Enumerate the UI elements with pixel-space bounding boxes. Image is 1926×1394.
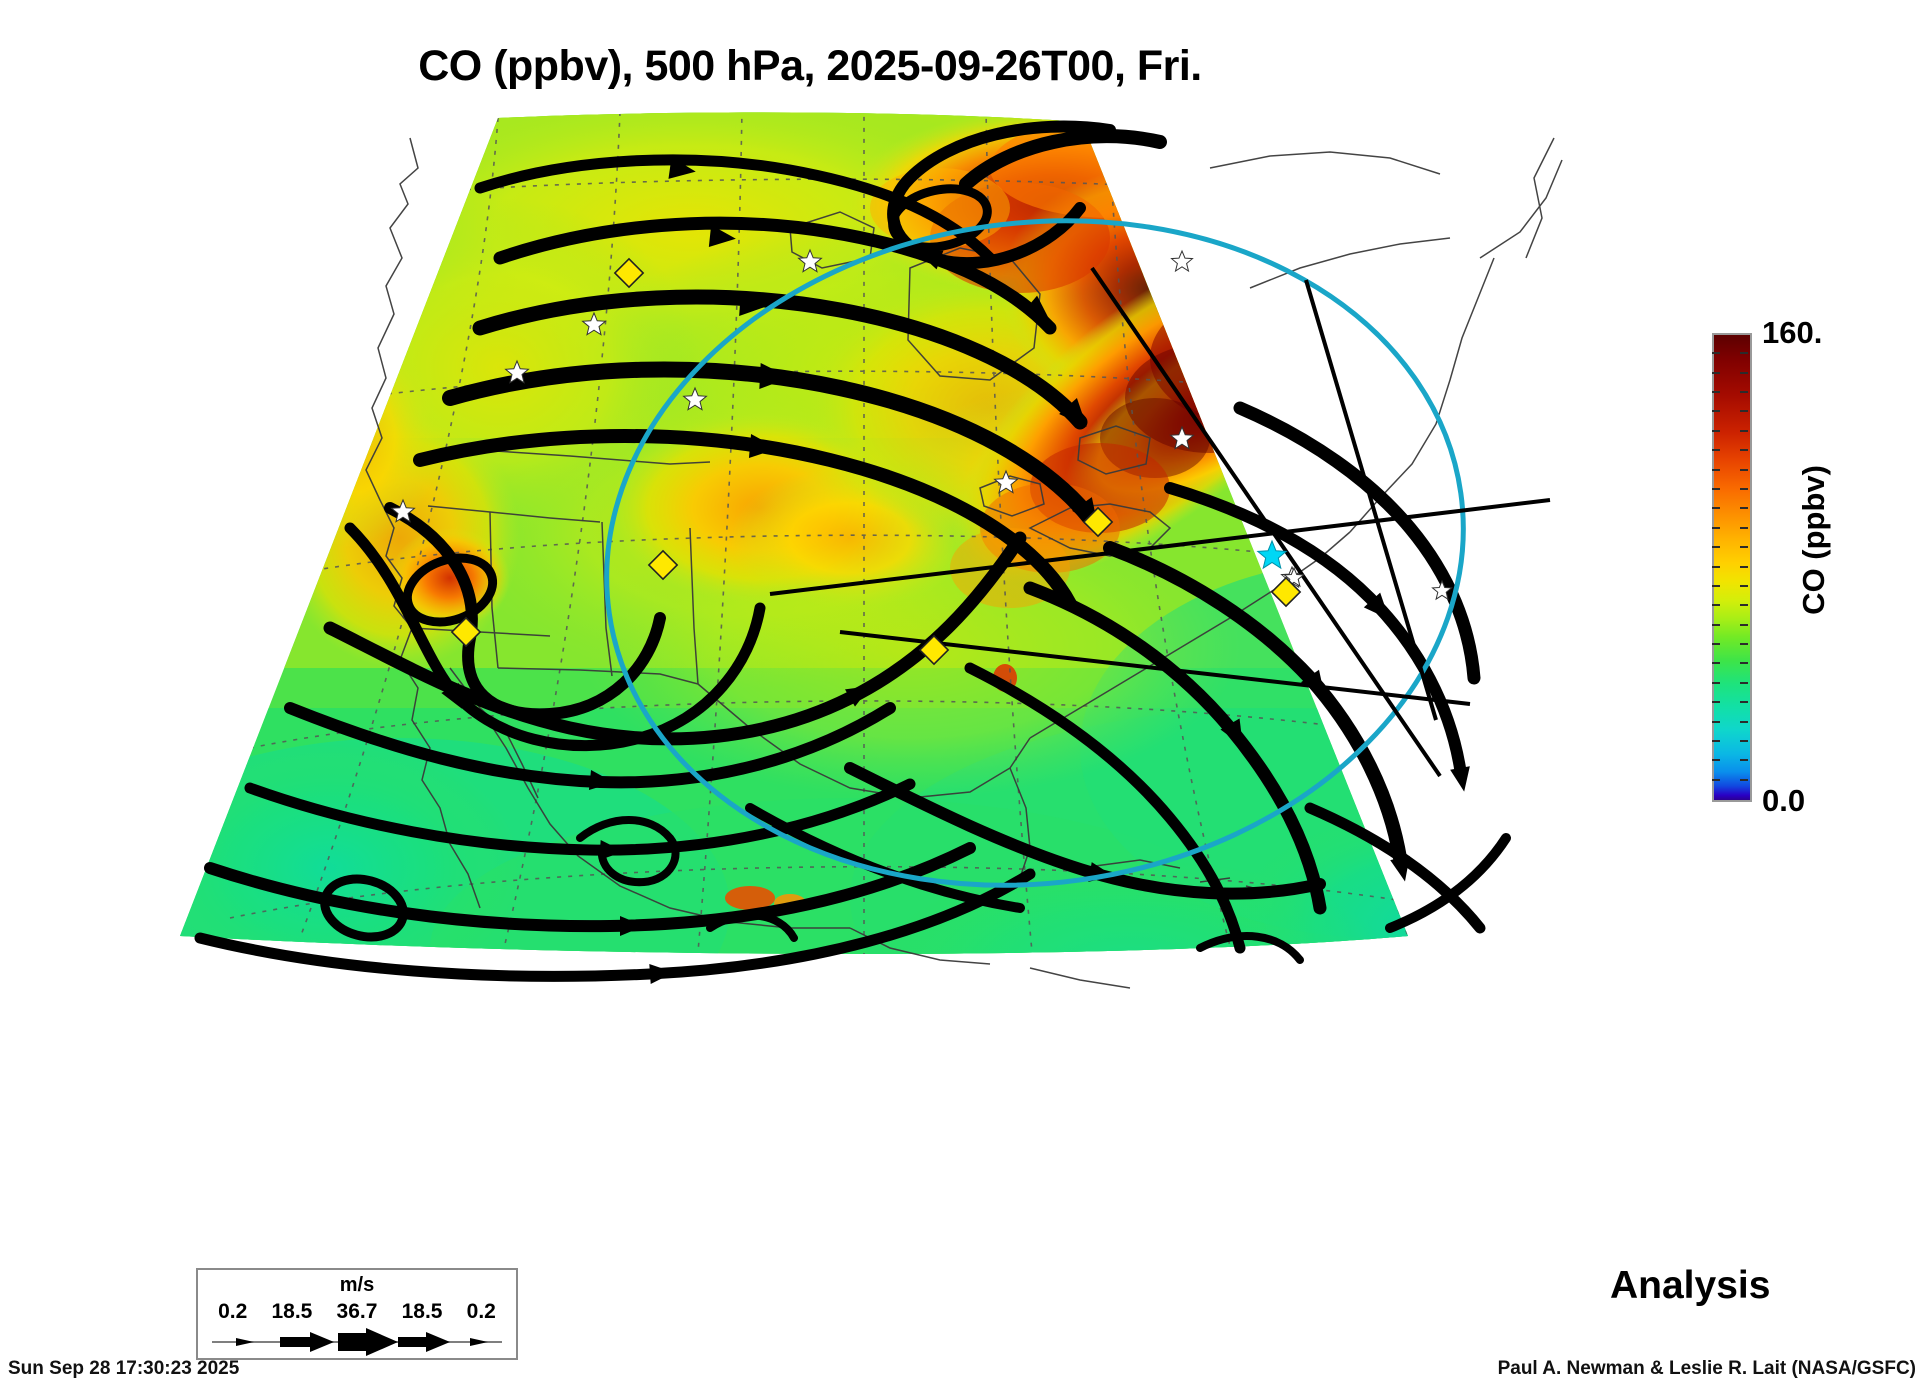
- colorbar-tick: [1740, 487, 1748, 490]
- colorbar-tick: [1712, 604, 1720, 607]
- colorbar-tick: [1712, 507, 1720, 510]
- site-white-star[interactable]: [1169, 425, 1195, 450]
- colorbar-tick: [1712, 739, 1720, 742]
- colorbar-tick: [1740, 391, 1748, 394]
- colorbar-tick: [1712, 584, 1720, 587]
- site-white-star[interactable]: [581, 311, 607, 336]
- site-yellow-diamond[interactable]: [613, 257, 645, 289]
- colorbar-tick: [1712, 371, 1720, 374]
- colorbar-tick: [1740, 701, 1748, 704]
- colorbar-tick: [1712, 778, 1720, 781]
- site-white-star[interactable]: [1431, 579, 1453, 601]
- colorbar-min-label: 0.0: [1762, 783, 1806, 818]
- wind-value: 18.5: [401, 1300, 443, 1323]
- colorbar-tick: [1712, 468, 1720, 471]
- site-yellow-diamond[interactable]: [1082, 506, 1114, 538]
- colorbar-tick: [1740, 352, 1748, 355]
- colorbar-tick: [1740, 410, 1748, 413]
- colorbar-tick: [1712, 391, 1720, 394]
- station-markers[interactable]: [390, 248, 1453, 666]
- site-yellow-diamond[interactable]: [918, 634, 950, 666]
- site-white-star[interactable]: [504, 359, 530, 384]
- colorbar: 160. 0.0 CO (ppbv): [1700, 315, 1926, 818]
- colorbar-tick: [1712, 449, 1720, 452]
- colorbar-tick: [1740, 546, 1748, 549]
- wind-value: 18.5: [271, 1300, 313, 1323]
- colorbar-tick: [1740, 526, 1748, 529]
- colorbar-tick: [1712, 720, 1720, 723]
- author-credits: Paul A. Newman & Leslie R. Lait (NASA/GS…: [1497, 1358, 1916, 1379]
- colorbar-tick: [1740, 371, 1748, 374]
- colorbar-tick: [1712, 352, 1720, 355]
- colorbar-tick: [1712, 487, 1720, 490]
- colorbar-tick: [1712, 410, 1720, 413]
- colorbar-tick: [1712, 526, 1720, 529]
- site-white-star[interactable]: [993, 469, 1019, 494]
- colorbar-tick: [1712, 759, 1720, 762]
- wind-value: 0.2: [466, 1300, 496, 1323]
- range-ring: [604, 218, 1466, 888]
- wind-value: 0.2: [218, 1300, 248, 1323]
- generation-timestamp: Sun Sep 28 17:30:23 2025: [8, 1358, 240, 1379]
- analysis-label: Analysis: [1610, 1264, 1771, 1307]
- colorbar-tick: [1740, 468, 1748, 471]
- colorbar-max-label: 160.: [1762, 315, 1823, 350]
- flight-track-lines: [769, 266, 1551, 778]
- site-cyan-star[interactable]: [1256, 539, 1288, 570]
- colorbar-tick: [1740, 623, 1748, 626]
- colorbar-ticks: [1712, 333, 1748, 798]
- colorbar-tick: [1740, 429, 1748, 432]
- wind-value-labels: 0.2 18.5 36.7 18.5 0.2: [198, 1300, 516, 1324]
- colorbar-tick: [1740, 449, 1748, 452]
- site-yellow-diamond[interactable]: [450, 616, 482, 648]
- colorbar-tick: [1712, 623, 1720, 626]
- site-white-star[interactable]: [390, 498, 416, 523]
- colorbar-tick: [1712, 565, 1720, 568]
- colorbar-tick: [1740, 778, 1748, 781]
- site-white-star[interactable]: [1170, 249, 1194, 273]
- map-canvas[interactable]: [150, 108, 1570, 998]
- colorbar-tick: [1740, 720, 1748, 723]
- colorbar-tick: [1712, 546, 1720, 549]
- site-yellow-diamond[interactable]: [1270, 576, 1302, 608]
- site-white-star[interactable]: [682, 386, 708, 411]
- wind-value: 36.7: [336, 1300, 378, 1323]
- colorbar-tick: [1740, 565, 1748, 568]
- colorbar-tick: [1740, 759, 1748, 762]
- colorbar-tick: [1740, 642, 1748, 645]
- colorbar-axis-label: CO (ppbv): [1796, 465, 1831, 615]
- wind-speed-legend: m/s 0.2 18.5 36.7 18.5 0.2: [196, 1268, 518, 1360]
- colorbar-tick: [1712, 701, 1720, 704]
- colorbar-tick: [1740, 739, 1748, 742]
- page-title: CO (ppbv), 500 hPa, 2025-09-26T00, Fri.: [418, 42, 1202, 90]
- colorbar-tick: [1712, 429, 1720, 432]
- colorbar-tick: [1712, 681, 1720, 684]
- site-white-star[interactable]: [797, 248, 823, 273]
- colorbar-tick: [1740, 507, 1748, 510]
- wind-arrow-scale: [212, 1328, 502, 1356]
- colorbar-tick: [1740, 662, 1748, 665]
- site-yellow-diamond[interactable]: [647, 549, 679, 581]
- colorbar-tick: [1740, 604, 1748, 607]
- colorbar-tick: [1712, 642, 1720, 645]
- colorbar-tick: [1740, 681, 1748, 684]
- wind-units-label: m/s: [339, 1274, 375, 1296]
- map-panel[interactable]: [150, 108, 1570, 998]
- colorbar-tick: [1740, 584, 1748, 587]
- colorbar-tick: [1712, 662, 1720, 665]
